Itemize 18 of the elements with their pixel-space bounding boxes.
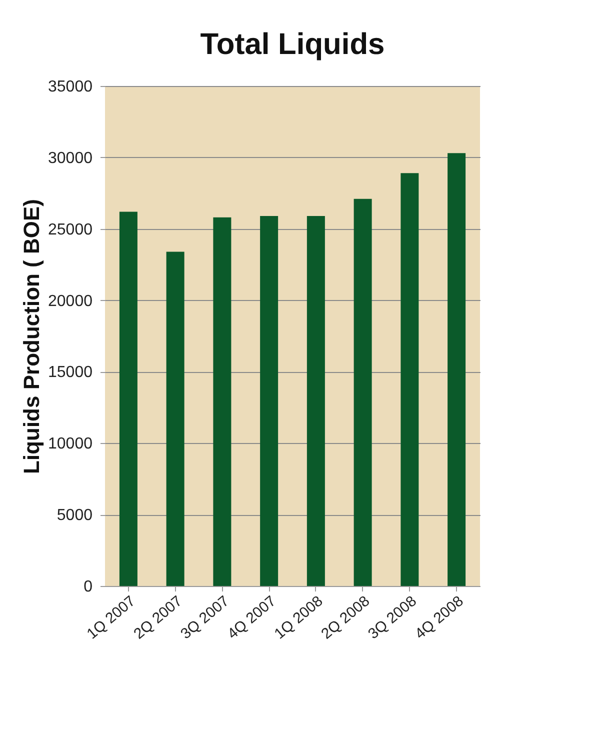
y-tick-label: 35000 — [48, 78, 93, 96]
y-tick-label: 20000 — [48, 292, 93, 310]
y-tick-label: 10000 — [48, 436, 93, 453]
bar — [448, 153, 466, 586]
y-tick-label: 0 — [84, 578, 93, 596]
bar — [213, 217, 232, 586]
y-tick-label: 5000 — [56, 507, 93, 524]
bar — [354, 198, 372, 586]
y-axis-title: Liquids Production ( BOE) — [19, 199, 44, 474]
chart-title: Total Liquids — [200, 28, 385, 61]
bar — [166, 252, 184, 586]
bar — [306, 216, 325, 586]
y-tick-label: 25000 — [48, 221, 93, 238]
bar — [400, 173, 419, 586]
y-tick-label: 15000 — [48, 364, 93, 382]
y-tick-label: 30000 — [48, 150, 93, 167]
bar — [260, 216, 278, 586]
bar — [119, 212, 138, 586]
